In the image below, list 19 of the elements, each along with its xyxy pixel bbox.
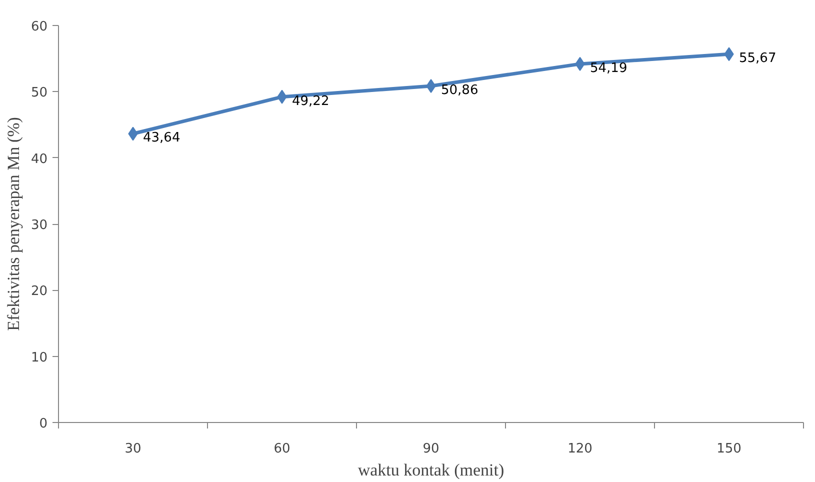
data-label: 55,67	[739, 51, 776, 66]
data-label: 49,22	[292, 94, 330, 109]
y-tick-label: 10	[30, 350, 48, 366]
y-axis-title: Efektivitas penyerapan Mn (%)	[4, 117, 23, 331]
y-tick-label: 30	[30, 218, 48, 233]
x-tick-label: 90	[422, 442, 440, 456]
data-label: 54,19	[590, 60, 628, 76]
data-label: 50,86	[441, 82, 478, 98]
x-tick-label: 60	[274, 442, 290, 456]
y-tick-label: 60	[30, 20, 48, 34]
x-tick-label: 120	[568, 442, 592, 456]
x-tick-label: 30	[124, 442, 142, 456]
y-tick-label: 40	[30, 152, 48, 167]
y-tick-label: 20	[30, 284, 48, 300]
data-label: 43,64	[143, 130, 180, 146]
x-axis-title: waktu kontak (menit)	[358, 460, 504, 480]
y-tick-label: 50	[30, 86, 48, 101]
x-tick-label: 150	[716, 442, 742, 456]
y-tick-label: 0	[39, 416, 48, 432]
